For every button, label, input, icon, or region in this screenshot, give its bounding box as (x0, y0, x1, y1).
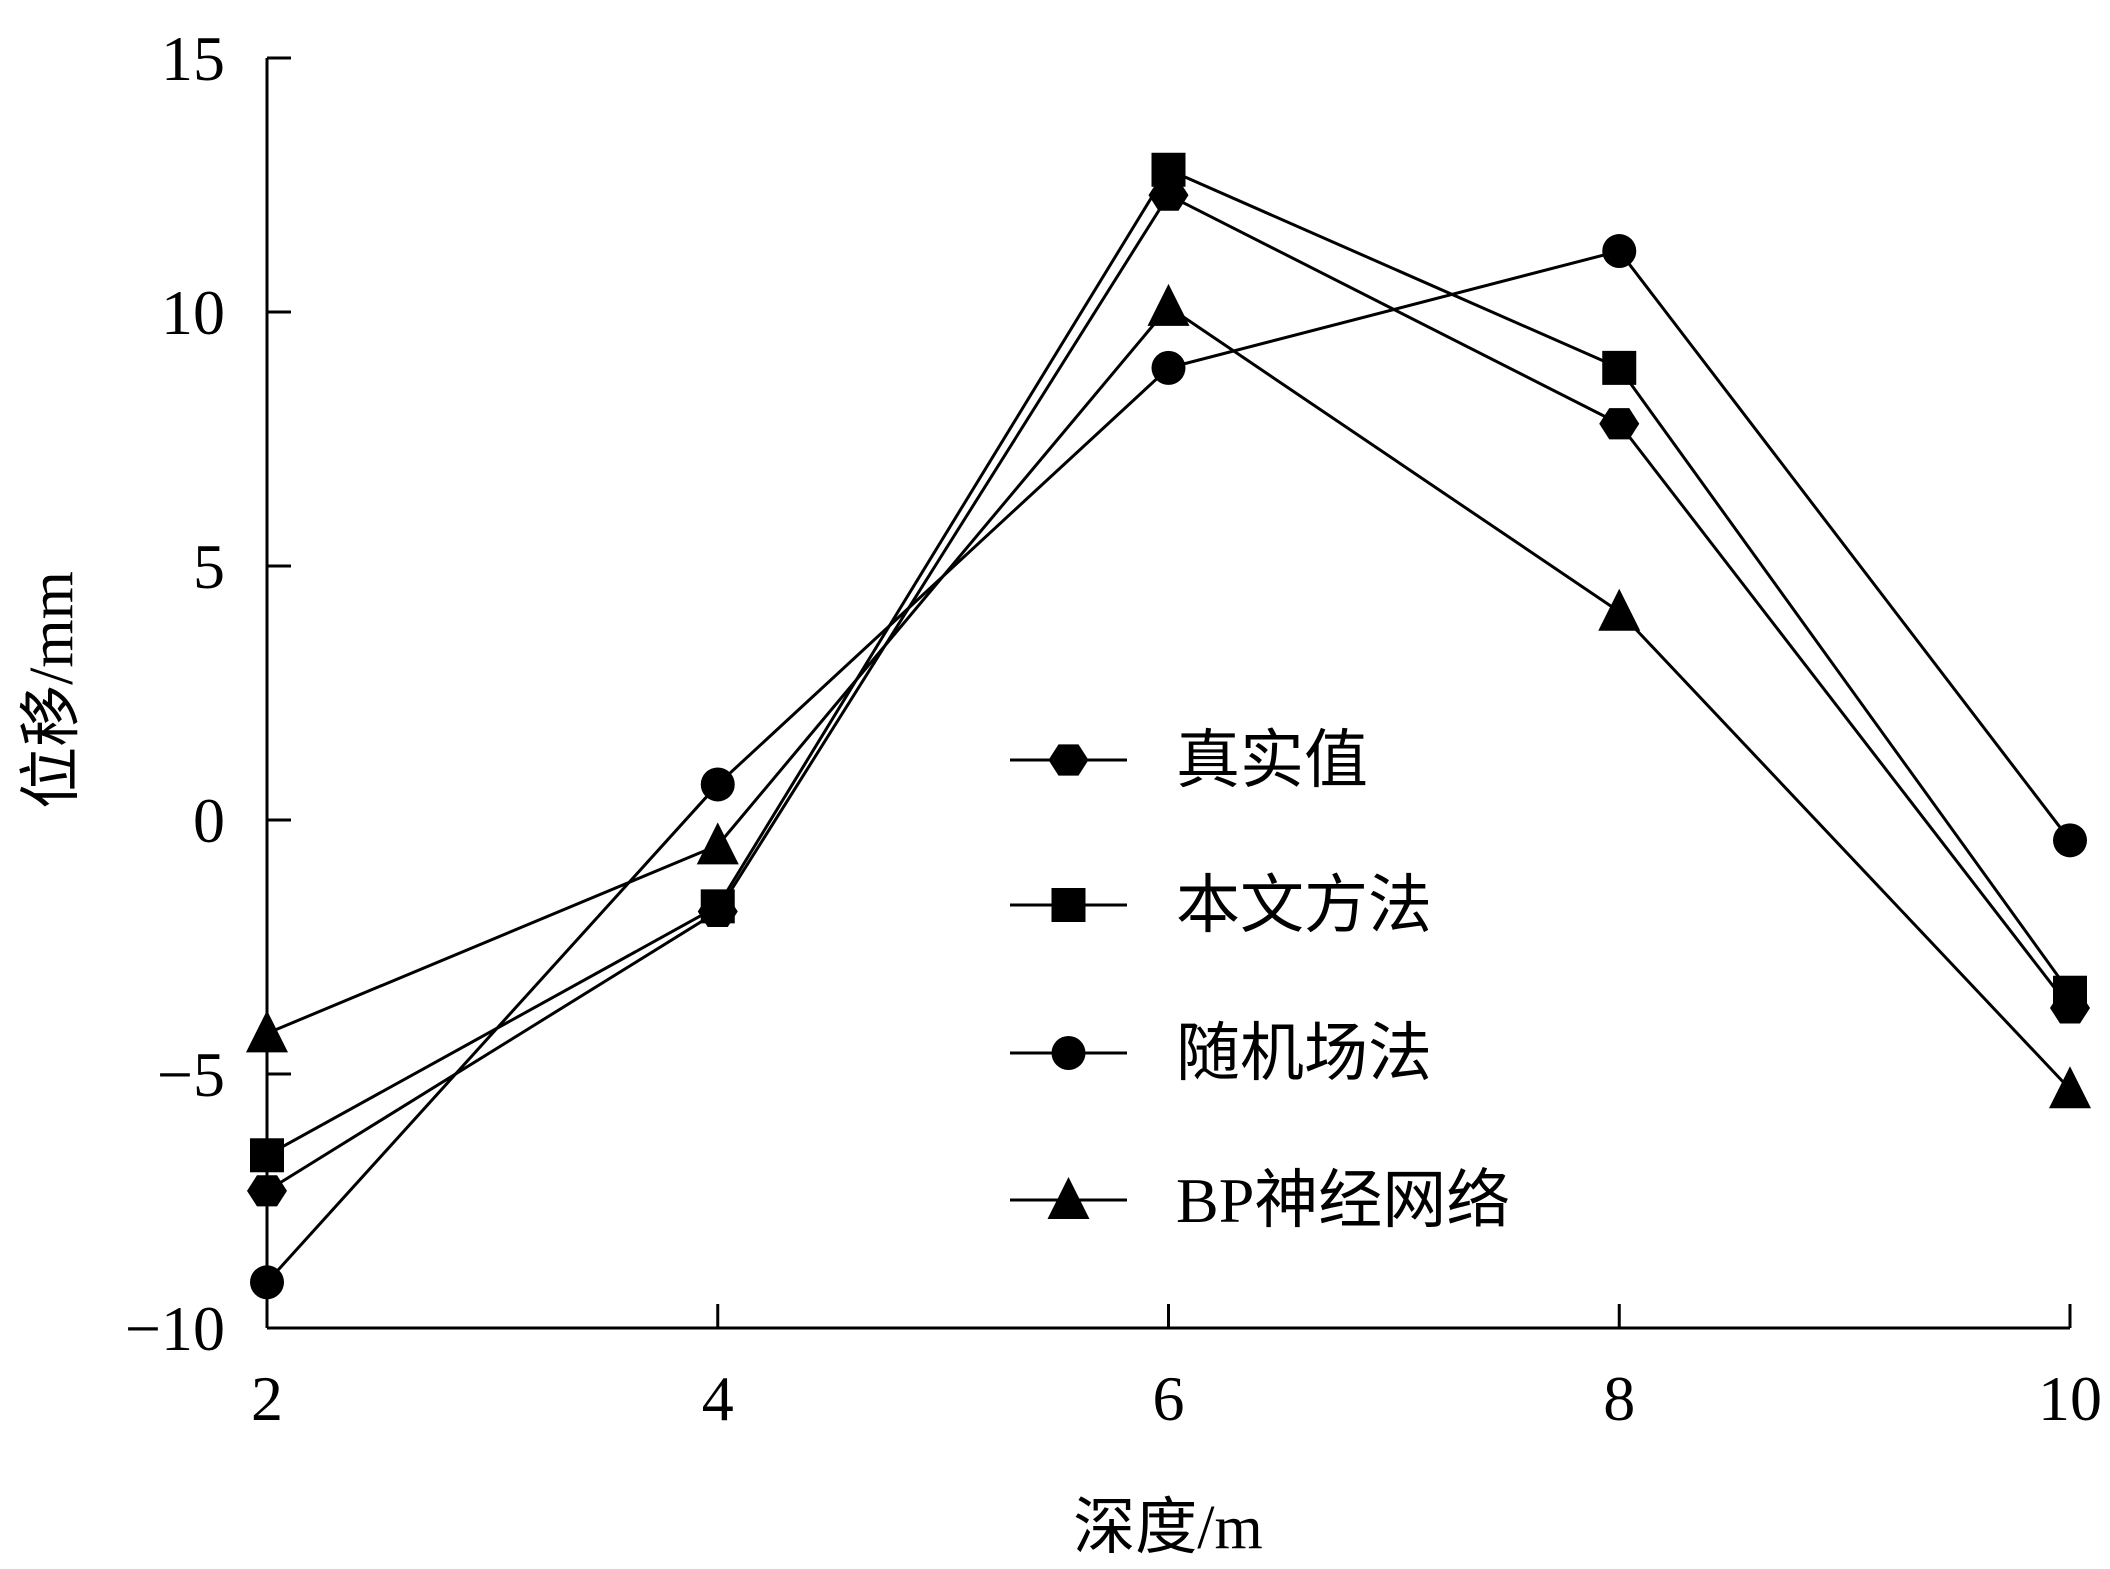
legend-marker-triangle (1047, 1177, 1090, 1219)
series-line (265, 249, 2072, 1284)
data-point-square (700, 889, 735, 924)
y-tick-label: 15 (161, 23, 225, 94)
legend-marker-circle (1051, 1036, 1086, 1070)
data-point-square (2053, 975, 2087, 1010)
series-1 (247, 179, 2090, 1207)
data-point-hexagon (1599, 408, 1640, 440)
series-3 (250, 234, 2087, 1300)
data-point-square (1151, 152, 1186, 187)
ticks: 2 4 6 8 10 15 10 5 0 −5 −10 (125, 23, 2102, 1434)
y-tick-label: 5 (193, 531, 225, 602)
data-point-circle (250, 1265, 284, 1300)
legend-item: 随机场法 (1010, 1018, 1432, 1089)
x-tick-label: 10 (2038, 1363, 2102, 1434)
data-point-circle (700, 767, 735, 802)
x-tick-label: 8 (1603, 1363, 1635, 1434)
x-axis-title: 深度/m (1073, 1494, 1262, 1562)
legend-item: 真实值 (1010, 725, 1368, 796)
legend-marker-hexagon (1048, 744, 1089, 776)
series-line (266, 305, 2072, 1091)
series-2 (250, 152, 2087, 1173)
data-point-square (250, 1138, 284, 1173)
y-tick-label: 10 (161, 277, 225, 348)
y-tick-label: −10 (125, 1293, 225, 1364)
series (246, 152, 2091, 1300)
axes (265, 58, 2070, 1330)
legend-label: 本文方法 (1176, 870, 1432, 941)
y-axis-title: 位移/mm (18, 571, 86, 809)
data-point-circle (2053, 823, 2087, 858)
legend-item: BP神经网络 (1010, 1165, 1510, 1236)
data-point-triangle (1147, 283, 1190, 326)
data-point-hexagon (247, 1175, 287, 1207)
legend-label: BP神经网络 (1176, 1165, 1510, 1236)
legend-label: 随机场法 (1176, 1018, 1432, 1089)
data-point-circle (1151, 350, 1186, 385)
data-point-circle (1602, 234, 1637, 269)
y-tick-label: 0 (193, 785, 225, 856)
data-point-square (1602, 350, 1637, 385)
data-point-triangle (1598, 588, 1641, 631)
series-4 (246, 283, 2091, 1109)
data-point-triangle (246, 1010, 288, 1053)
x-tick-label: 6 (1153, 1363, 1185, 1434)
x-tick-label: 4 (702, 1363, 734, 1434)
y-tick-label: −5 (157, 1039, 225, 1110)
legend-item: 本文方法 (1010, 870, 1432, 941)
legend-label: 真实值 (1176, 725, 1368, 796)
legend-marker-square (1051, 888, 1086, 922)
data-point-triangle (696, 822, 739, 865)
x-tick-label: 2 (251, 1363, 283, 1434)
series-line (266, 193, 2072, 1193)
data-point-triangle (2049, 1066, 2091, 1109)
